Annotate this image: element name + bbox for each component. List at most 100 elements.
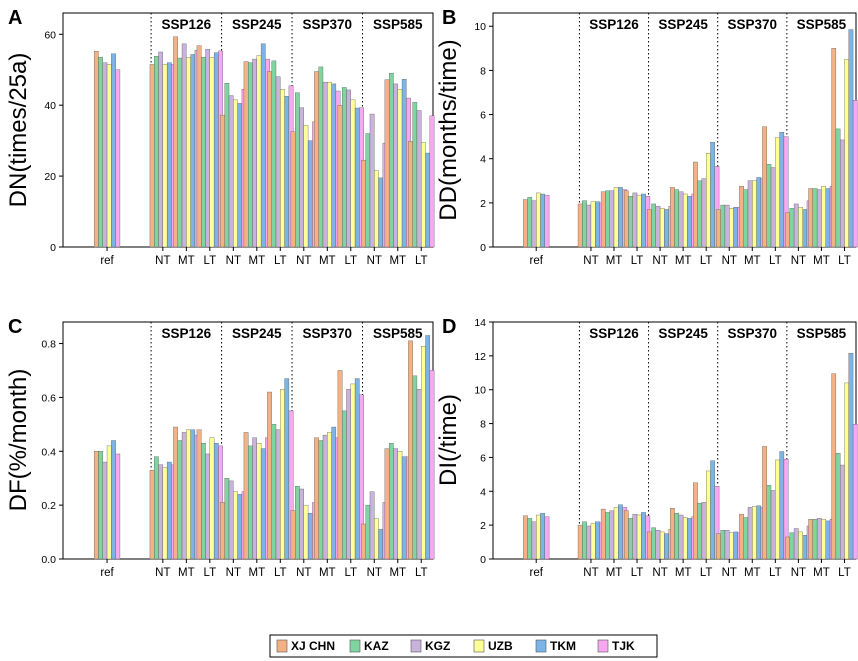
bar-uzb [374,518,379,560]
x-tick-label: MT [606,255,623,267]
bar-kgz [275,76,281,248]
bar-tjk [852,100,858,248]
bar-xj-chn [337,105,343,248]
bar-tkm [825,520,831,560]
bar-tjk [429,115,435,248]
bar-tkm [401,79,407,248]
bar-xj-chn [93,451,99,560]
bar-xj-chn [739,513,744,560]
bar-kaz [628,518,633,560]
scenario-label: SSP126 [589,326,639,341]
bar-kgz [181,43,187,248]
bar-tkm [284,96,290,248]
x-tick-label: MT [813,255,830,267]
bar-uzb [303,125,309,248]
bar-uzb [162,64,168,248]
bar-kaz [295,92,300,248]
bar-xj-chn [220,114,225,248]
y-tick-label: 10 [474,21,486,33]
bar-tkm [111,53,116,248]
bar-xj-chn [361,159,366,248]
bar-tkm [595,521,600,560]
bar-kgz [275,429,281,560]
x-tick-label: MT [249,255,266,267]
bar-kaz [651,527,656,560]
bar-uzb [106,64,112,248]
bar-kaz [605,190,610,248]
x-tick-label: MT [675,567,692,579]
bar-xj-chn [243,61,249,248]
bar-kgz [701,502,707,560]
bar-kaz [582,521,587,560]
bar-kgz [252,58,257,248]
y-tick-label: 0.2 [41,500,56,512]
bar-uzb [613,507,619,560]
bar-uzb [186,429,191,560]
scenario-label: SSP126 [162,17,212,32]
bar-xj-chn [785,536,790,560]
bar-uzb [706,470,711,560]
x-tick-label: NT [583,255,598,267]
bar-kgz [322,81,328,248]
bar-kgz [346,389,351,560]
x-tick-label: NT [226,255,241,267]
bar-kaz [271,424,277,560]
bar-kgz [724,530,730,560]
bar-tkm [331,83,337,248]
bar-kaz [248,445,253,560]
y-tick-label: 0.4 [41,446,56,458]
bar-tkm [190,429,196,560]
bar-kgz [205,48,211,248]
legend-label: KAZ [364,639,389,653]
bar-kaz [628,196,633,248]
bar-kgz [369,113,375,248]
legend-swatch [473,639,485,653]
legend-swatch [349,639,361,653]
bar-xj-chn [290,131,296,248]
legend-items: XJ CHN KAZ KGZ UZB TKM TJK [276,639,635,653]
bar-kaz [388,73,394,248]
x-tick-label: NT [791,567,806,579]
legend-swatch [597,639,609,653]
bar-tkm [540,513,545,560]
bar-tkm [237,103,243,248]
bar-uzb [536,192,541,248]
legend: XJ CHN KAZ KGZ UZB TKM TJK [269,634,658,658]
scenario-label: SSP370 [728,17,778,32]
y-tick-label: 0 [480,242,486,254]
bar-uzb [636,194,642,248]
bar-tkm [307,513,313,560]
bar-uzb [821,519,826,560]
bar-kgz [322,434,328,560]
bar-tjk [115,69,121,248]
bar-xj-chn [220,502,225,560]
bar-tkm [166,461,172,560]
bar-xj-chn [716,209,721,248]
bar-xj-chn [670,187,675,248]
x-tick-label: LT [274,567,287,579]
bar-tkm [618,187,623,248]
bar-kaz [789,532,795,560]
bar-uzb [729,208,734,248]
bar-xj-chn [93,51,99,248]
bar-tkm [779,451,785,560]
y-tick-label: 8 [480,419,486,431]
bar-kgz [158,464,164,560]
bar-xj-chn [577,203,583,248]
legend-swatch [276,639,288,653]
bar-xj-chn [361,523,366,560]
bar-kgz [678,191,684,248]
bar-tkm [378,529,384,560]
bar-kgz [793,528,799,560]
bar-kaz [248,62,253,248]
bar-tkm [425,152,431,248]
bar-tkm [260,43,266,248]
y-tick-label: 0 [50,242,56,254]
bar-tkm [331,426,337,560]
panel-letter: C [8,316,22,338]
bar-kgz [299,107,304,248]
bar-kgz [393,83,398,248]
bar-uzb [350,383,356,560]
bar-kgz [655,205,661,248]
bar-uzb [397,451,403,560]
